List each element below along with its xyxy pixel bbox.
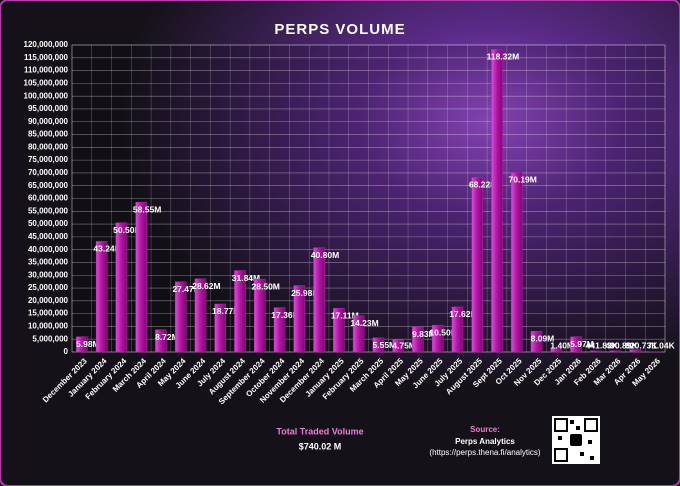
plot: 0 5,000,000 10,000,000 15,000,000 20,000,000…	[24, 40, 676, 406]
y-tick-label: 5,000,000	[32, 334, 68, 343]
value-label: 28.50M	[252, 281, 280, 291]
value-label: 68.22M	[469, 180, 497, 190]
bar	[372, 337, 385, 353]
value-label: 10.50M	[429, 327, 457, 337]
bar	[293, 285, 306, 353]
y-tick-label: 105,000,000	[24, 78, 69, 87]
value-label: 920.73K	[625, 340, 658, 350]
value-label: 50.50M	[113, 225, 141, 235]
y-tick-label: 25,000,000	[28, 283, 69, 292]
bar	[253, 278, 266, 353]
value-label: 5.97M	[570, 339, 594, 349]
value-label: 28.62M	[192, 281, 220, 291]
y-tick-label: 120,000,000	[24, 40, 69, 49]
plot-area	[71, 44, 666, 353]
bar	[392, 339, 404, 353]
bar	[352, 315, 365, 353]
value-label: 40.80M	[311, 250, 339, 260]
value-label: 5.55M	[373, 340, 397, 350]
bar	[530, 331, 543, 353]
y-tick-label: 45,000,000	[28, 232, 69, 241]
value-label: 1.40M	[550, 340, 574, 350]
bar	[95, 241, 108, 353]
bar	[412, 326, 424, 353]
chart-title: PERPS VOLUME	[274, 21, 405, 38]
bar	[273, 307, 286, 353]
bar	[313, 247, 325, 353]
y-tick-label: 100,000,000	[24, 91, 69, 100]
value-label: 5.98M	[76, 339, 100, 349]
bar	[431, 324, 444, 353]
value-label: 25.98M	[291, 288, 319, 298]
bar	[135, 201, 147, 353]
bar	[234, 270, 246, 353]
y-tick-label: 40,000,000	[28, 245, 69, 254]
y-tick-label: 35,000,000	[28, 258, 69, 267]
bar	[214, 303, 227, 353]
value-label: 14.23M	[350, 318, 378, 328]
value-label: 31.84M	[232, 273, 260, 283]
bar	[629, 349, 642, 353]
value-label: 27.47M	[172, 284, 200, 294]
bar	[570, 336, 582, 353]
bar	[491, 49, 503, 353]
bar	[471, 177, 484, 353]
y-tick-label: 10,000,000	[28, 322, 69, 331]
y-tick-label: 30,000,000	[28, 270, 69, 279]
value-label: 4.75M	[392, 340, 416, 350]
value-label: 17.62M	[449, 309, 477, 319]
bar	[194, 278, 207, 353]
y-tick-label: 70,000,000	[28, 168, 69, 177]
value-label: 490.89K	[605, 340, 638, 350]
bar	[76, 336, 88, 353]
y-tick-label: 95,000,000	[28, 104, 69, 113]
y-tick-label: 60,000,000	[28, 194, 69, 203]
value-label: 9.83M	[412, 329, 436, 339]
y-tick-label: 50,000,000	[28, 219, 69, 228]
source-url: (https://perps.thena.fi/analytics)	[429, 448, 541, 457]
bar	[609, 350, 622, 353]
y-tick-label: 15,000,000	[28, 309, 69, 318]
value-label: 17.11M	[331, 310, 359, 320]
source-name: Perps Analytics	[455, 437, 515, 446]
y-tick-label: 75,000,000	[28, 155, 69, 164]
bar	[451, 306, 464, 353]
source-label: Source:	[470, 425, 500, 434]
bar	[590, 350, 602, 353]
bar	[115, 222, 128, 353]
qr-code	[552, 416, 600, 464]
value-label: 17.36M	[271, 310, 299, 320]
bar	[333, 307, 345, 353]
value-label: 441.83K	[586, 340, 619, 350]
value-label: 8.09M	[531, 334, 555, 344]
y-tick-label: 55,000,000	[28, 206, 69, 215]
value-label: 43.24M	[93, 244, 121, 254]
bar	[174, 281, 187, 353]
value-label: 8.72M	[155, 332, 179, 342]
y-tick-label: 115,000,000	[24, 53, 69, 62]
y-tick-label: 0	[64, 347, 69, 356]
y-tick-label: 65,000,000	[28, 181, 69, 190]
total-label: Total Traded Volume	[276, 426, 363, 436]
y-tick-label: 110,000,000	[24, 66, 69, 75]
y-tick-label: 85,000,000	[28, 130, 69, 139]
y-tick-label: 90,000,000	[28, 117, 69, 126]
bar	[510, 172, 523, 353]
value-label: 58.55M	[133, 204, 161, 214]
value-label: 118.32M	[487, 52, 520, 62]
value-label: 70.19M	[509, 175, 537, 185]
y-tick-label: 80,000,000	[28, 142, 69, 151]
value-label: 18.77M	[212, 306, 240, 316]
value-label: 71.04K	[647, 340, 675, 350]
bar	[550, 348, 563, 353]
total-value: $740.02 M	[299, 441, 342, 451]
bar	[155, 329, 167, 353]
y-tick-label: 20,000,000	[28, 296, 69, 305]
